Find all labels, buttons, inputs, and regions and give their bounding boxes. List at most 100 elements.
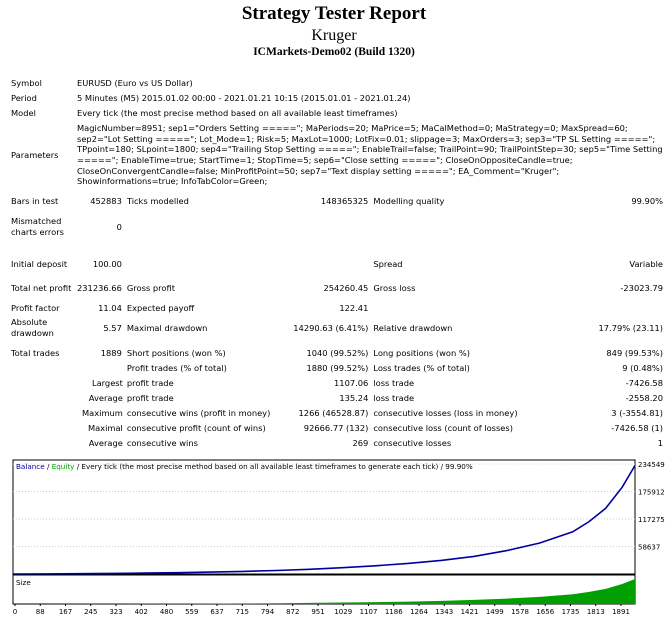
netprofit-row: Total net profit 231236.66 Gross profit … <box>9 276 665 300</box>
y-tick-labels: 234549 175912 117275 58637 <box>638 461 665 552</box>
avg-cl-value: 1 <box>657 438 663 449</box>
grossloss-label: Gross loss <box>373 282 416 293</box>
quality-value: 99.90% <box>631 196 663 207</box>
long-value: 849 (99.53%) <box>606 348 663 359</box>
x-tick-label: 0 <box>13 608 17 616</box>
avg-cw-value: 269 <box>352 438 369 449</box>
long-label: Long positions (won %) <box>373 348 470 359</box>
spread-value: Variable <box>629 258 663 269</box>
trades-label: Total trades <box>11 348 60 359</box>
average-lt-label: loss trade <box>373 393 415 404</box>
x-tick-label: 1499 <box>486 608 504 616</box>
legend-equity: Equity <box>52 462 75 471</box>
mismatched-row: Mismatched charts errors 0 <box>9 208 665 246</box>
largest-label: Largest <box>91 378 123 389</box>
y-tick-label: 117275 <box>638 516 665 524</box>
short-label: Short positions (won %) <box>126 348 226 359</box>
reldd-label: Relative drawdown <box>373 322 453 333</box>
x-tick-label: 167 <box>59 608 72 616</box>
maximum-row: Maximum consecutive wins (profit in mone… <box>9 406 665 421</box>
average-label: Average <box>88 393 123 404</box>
avg-cl-label: consecutive losses <box>373 438 452 449</box>
losst-value: 9 (0.48%) <box>622 363 663 374</box>
model-value: Every tick (the most precise method base… <box>77 108 398 119</box>
grossprofit-label: Gross profit <box>126 282 175 293</box>
mismatched-value: 0 <box>116 221 122 232</box>
grossloss-value: -23023.79 <box>620 282 663 293</box>
main-plot-frame <box>12 459 636 575</box>
netprofit-label: Total net profit <box>11 282 72 293</box>
symbol-value: EURUSD (Euro vs US Dollar) <box>77 78 193 89</box>
deposit-row: Initial deposit 100.00 Spread Variable <box>9 252 665 276</box>
avg-consecutive-row: Average consecutive wins 269 consecutive… <box>9 436 665 451</box>
reldd-value: 17.79% (23.11) <box>598 322 664 333</box>
report-title: Strategy Tester Report <box>241 3 427 24</box>
profitt-label: Profit trades (% of total) <box>126 363 227 374</box>
y-tick-label: 175912 <box>638 488 665 496</box>
average-lt-value: -2558.20 <box>625 393 663 404</box>
max-cl-label: consecutive losses (loss in money) <box>373 408 518 419</box>
x-tick-label: 480 <box>160 608 173 616</box>
netprofit-value: 231236.66 <box>77 282 122 293</box>
parameters-label: Parameters <box>11 149 59 160</box>
avg-cw-label: consecutive wins <box>126 438 198 449</box>
mismatched-label: Mismatched charts errors <box>11 216 64 237</box>
maxl-cl-value: -7426.58 (1) <box>611 423 663 434</box>
quality-label: Modelling quality <box>373 196 445 207</box>
maxl-cl-label: consecutive loss (count of losses) <box>373 423 513 434</box>
ticks-label: Ticks modelled <box>126 196 189 207</box>
absdd-label: Absolute drawdown <box>11 317 54 338</box>
server-build: ICMarkets-Demo02 (Build 1320) <box>253 46 415 58</box>
x-tick-label: 402 <box>135 608 148 616</box>
drawdown-row: Absolute drawdown 5.57 Maximal drawdown … <box>9 316 665 340</box>
largest-row: Largest profit trade 1107.06 loss trade … <box>9 376 665 391</box>
y-tick-label: 58637 <box>638 544 660 552</box>
avg2-label: Average <box>88 438 123 449</box>
maxl-cp-label: consecutive profit (count of wins) <box>126 423 266 434</box>
chart-legend: Balance / Equity / Every tick (the most … <box>16 462 473 471</box>
x-tick-labels: 0 88 167 245 323 402 480 559 637 715 794 872 951 1029… <box>13 604 630 616</box>
x-tick-label: 1343 <box>435 608 453 616</box>
x-tick-label: 715 <box>236 608 249 616</box>
period-row: Period 5 Minutes (M5) 2015.01.02 00:00 -… <box>9 91 665 106</box>
size-area <box>13 579 635 604</box>
x-tick-label: 951 <box>311 608 324 616</box>
trades-row: Total trades 1889 Short positions (won %… <box>9 346 665 361</box>
deposit-label: Initial deposit <box>11 258 68 269</box>
short-value: 1040 (99.52%) <box>306 348 369 359</box>
x-tick-label: 1264 <box>410 608 428 616</box>
bars-label: Bars in test <box>11 196 59 207</box>
largest-lt-label: loss trade <box>373 378 415 389</box>
payoff-value: 122.41 <box>339 302 369 313</box>
x-tick-label: 1578 <box>511 608 529 616</box>
pf-row: Profit factor 11.04 Expected payoff 122.… <box>9 300 665 316</box>
chart-svg: Balance / Equity / Every tick (the most … <box>12 459 665 616</box>
x-tick-label: 1029 <box>334 608 352 616</box>
legend-rest: / Every tick (the most precise method ba… <box>77 462 473 471</box>
symbol-label: Symbol <box>11 78 42 89</box>
x-tick-label: 1891 <box>612 608 630 616</box>
maxl-cp-value: 92666.77 (132) <box>303 423 369 434</box>
size-label: Size <box>16 578 31 587</box>
legend-balance: Balance <box>16 462 45 471</box>
ticks-value: 148365325 <box>320 196 369 207</box>
pf-label: Profit factor <box>11 302 60 313</box>
x-tick-label: 559 <box>185 608 198 616</box>
profitt-value: 1880 (99.52%) <box>306 363 369 374</box>
losst-label: Loss trades (% of total) <box>373 363 470 374</box>
maximal-label: Maximal <box>87 423 123 434</box>
balance-series-line <box>12 465 636 575</box>
profit-trades-row: Profit trades (% of total) 1880 (99.52%)… <box>9 361 665 376</box>
bars-value: 452883 <box>90 196 122 207</box>
x-tick-label: 88 <box>36 608 45 616</box>
average-pt-value: 135.24 <box>339 393 369 404</box>
symbol-row: Symbol EURUSD (Euro vs US Dollar) <box>9 76 665 91</box>
model-label: Model <box>11 108 36 119</box>
largest-lt-value: -7426.58 <box>625 378 663 389</box>
balance-chart: Balance / Equity / Every tick (the most … <box>12 459 668 618</box>
largest-pt-label: profit trade <box>126 378 174 389</box>
x-tick-label: 794 <box>261 608 275 616</box>
absdd-value: 5.57 <box>103 322 122 333</box>
bars-row: Bars in test 452883 Ticks modelled 14836… <box>9 195 665 208</box>
y-tick-label: 234549 <box>638 461 665 469</box>
